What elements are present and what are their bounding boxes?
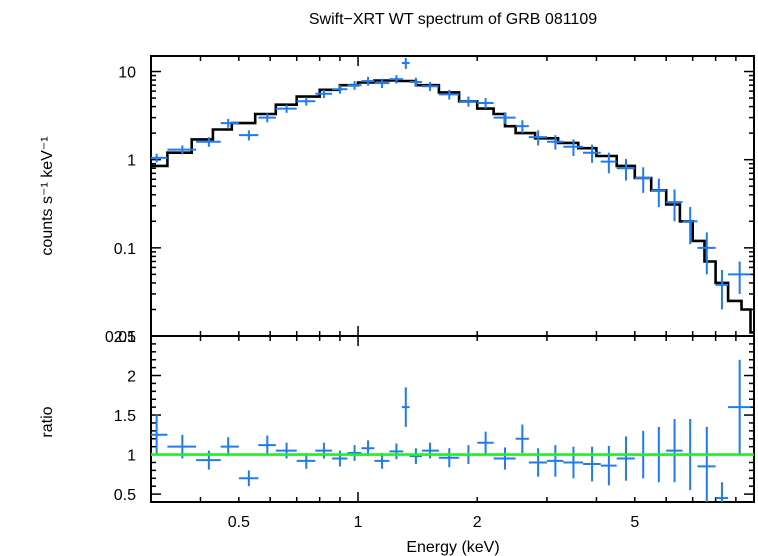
spectrum-data-point — [238, 130, 259, 141]
spectrum-plot-frame — [150, 55, 755, 337]
spectrum-y-axis-label: counts s⁻¹ keV⁻¹ — [39, 136, 56, 255]
spectrum-data-point — [315, 89, 333, 99]
spectrum-data-point — [546, 135, 564, 150]
ratio-data-point — [493, 447, 516, 470]
ratio-data-point — [258, 435, 276, 455]
x-tick-label: 1 — [354, 514, 363, 531]
spectrum-panel: 0.01 0.1 1 10 counts s⁻¹ keV⁻¹ — [39, 55, 755, 346]
y-tick-label: 1 — [127, 448, 136, 465]
y-tick-label: 0.1 — [114, 241, 136, 258]
ratio-data-point — [715, 482, 729, 502]
spectrum-data-point — [421, 82, 439, 92]
spectrum-data-point — [438, 89, 460, 100]
spectrum-data-point — [528, 130, 547, 146]
ratio-data-point — [438, 448, 460, 468]
ratio-data-point — [528, 448, 547, 477]
ratio-data-point — [347, 445, 362, 461]
spectrum-data-point — [374, 78, 390, 89]
spectrum-data-point — [715, 270, 729, 310]
spectrum-data-point — [563, 139, 584, 157]
ratio-y-axis-label: ratio — [39, 406, 56, 437]
spectrum-axis-ticks — [150, 56, 755, 337]
ratio-plot-frame — [150, 335, 755, 503]
ratio-data-point — [616, 436, 635, 481]
spectrum-data-point — [296, 97, 316, 106]
spectrum-data-point — [275, 104, 297, 113]
y-tick-label: 1.5 — [114, 408, 136, 425]
spectrum-data-point — [332, 85, 348, 94]
spectrum-tick-labels: 0.01 0.1 1 10 — [105, 65, 136, 346]
x-tick-label: 5 — [630, 514, 639, 531]
x-axis-label: Energy (keV) — [406, 539, 499, 556]
y-tick-label: 2.5 — [114, 329, 136, 346]
ratio-tick-labels: 0.5 1 1.5 2 2.5 0.5 1 2 5 — [114, 329, 640, 531]
y-tick-label: 2 — [127, 369, 136, 386]
spectrum-data-point — [389, 75, 404, 84]
spectrum-data-point — [515, 120, 529, 134]
chart-title: Swift−XRT WT spectrum of GRB 081109 — [309, 11, 597, 28]
y-tick-label: 10 — [118, 65, 136, 82]
ratio-data-point — [238, 470, 259, 487]
ratio-data-point — [666, 419, 683, 483]
spectrum-data-group — [151, 57, 751, 310]
ratio-data-point — [728, 359, 751, 455]
ratio-data-point — [546, 445, 564, 477]
spectrum-data-point — [600, 152, 617, 174]
ratio-data-point — [421, 442, 439, 459]
y-tick-label: 0.5 — [114, 487, 136, 504]
ratio-data-point — [220, 437, 239, 457]
spectrum-data-point — [583, 144, 601, 163]
spectrum-data-point — [196, 137, 221, 147]
spectrum-data-point — [347, 81, 362, 90]
ratio-data-point — [151, 415, 168, 455]
model-step-line — [151, 79, 754, 334]
spectrum-data-point — [258, 113, 276, 123]
ratio-data-point — [477, 431, 494, 454]
ratio-axis-ticks — [150, 335, 755, 502]
y-tick-label: 0.01 — [105, 329, 136, 346]
ratio-data-point — [389, 443, 404, 460]
spectrum-model-group — [151, 79, 754, 334]
spectrum-data-point — [697, 232, 716, 275]
spectrum-data-point — [651, 178, 667, 208]
ratio-data-point — [697, 426, 716, 502]
ratio-data-point — [563, 446, 584, 479]
ratio-data-point — [401, 387, 410, 427]
x-tick-label: 2 — [473, 514, 482, 531]
spectrum-data-point — [459, 96, 478, 107]
ratio-data-point — [332, 450, 348, 467]
ratio-data-point — [515, 424, 529, 453]
spectrum-data-point — [616, 158, 635, 181]
spectrum-data-point — [477, 98, 494, 109]
ratio-data-group — [151, 359, 751, 502]
ratio-panel: 0.5 1 1.5 2 2.5 0.5 1 2 5 ratio Energy (keV) — [39, 329, 755, 556]
ratio-data-point — [275, 442, 297, 459]
spectrum-data-point — [401, 57, 410, 69]
spectrum-data-point — [409, 77, 422, 87]
spectrum-data-point — [361, 76, 375, 86]
ratio-data-point — [600, 445, 617, 486]
spectrum-data-point — [220, 118, 239, 128]
spectrum-data-point — [682, 207, 698, 245]
ratio-data-point — [583, 446, 601, 482]
spectrum-data-point — [666, 189, 683, 222]
spectrum-data-point — [634, 167, 652, 193]
ratio-data-point — [409, 448, 422, 465]
ratio-data-point — [315, 442, 333, 459]
y-tick-label: 1 — [127, 153, 136, 170]
spectrum-data-point — [728, 261, 751, 294]
x-tick-label: 0.5 — [228, 514, 250, 531]
spectrum-data-point — [167, 145, 197, 155]
spectrum-data-point — [493, 112, 516, 124]
spectrum-data-point — [151, 153, 168, 163]
